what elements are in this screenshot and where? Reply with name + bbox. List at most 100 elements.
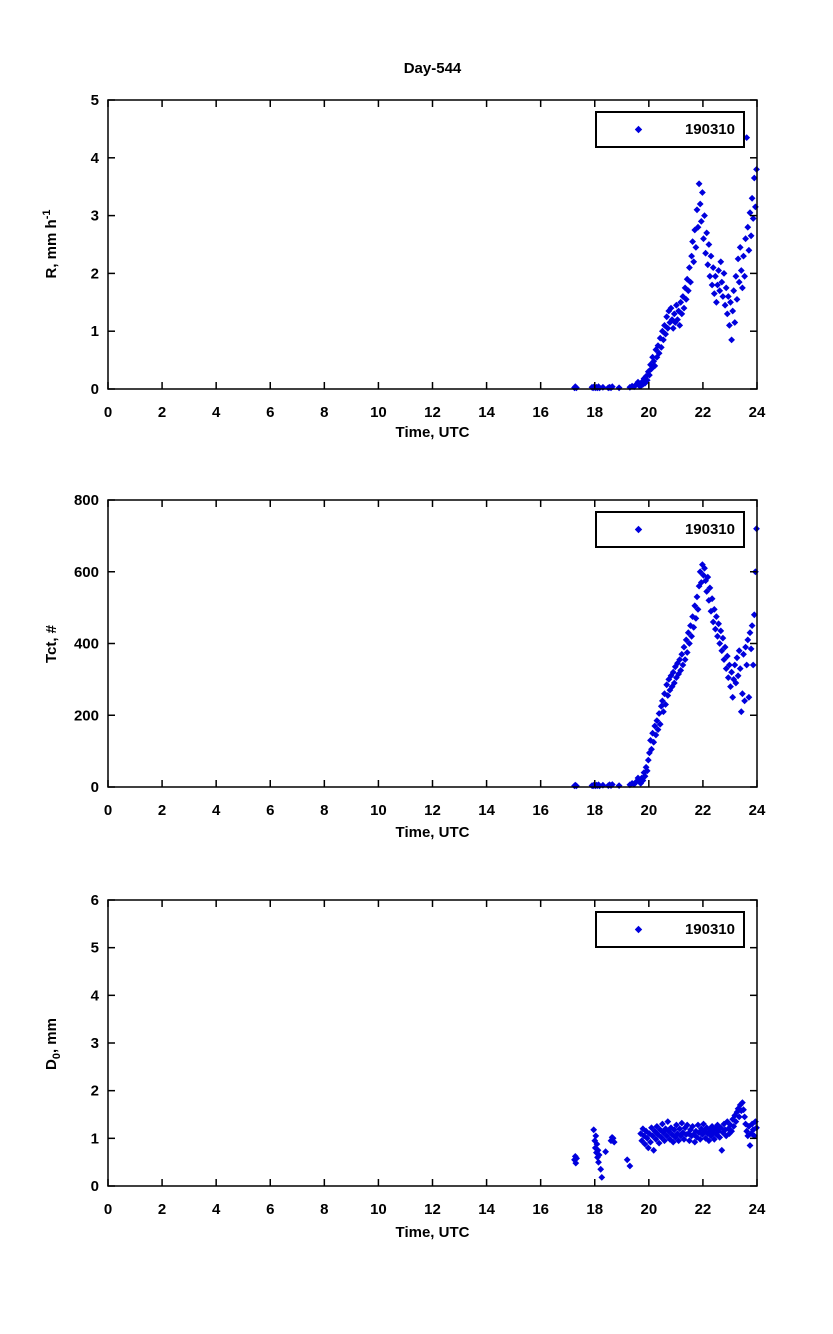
x-tick-label: 2 (158, 802, 166, 819)
data-point (736, 244, 744, 251)
y-label-text: R, mm h (43, 219, 60, 279)
y-tick-label: 200 (74, 707, 99, 724)
data-point (712, 272, 719, 280)
data-point (656, 720, 664, 728)
x-tick-label: 18 (586, 1201, 603, 1218)
data-point (727, 1121, 734, 1129)
data-point (703, 229, 711, 237)
data-point (680, 304, 688, 312)
data-point (721, 301, 729, 309)
data-point (694, 223, 702, 231)
y-axis-label-total-count: Tct, # (41, 625, 63, 663)
data-point (702, 249, 709, 257)
y-tick-label: 0 (91, 381, 99, 398)
x-tick-label: 4 (212, 404, 221, 421)
data-point (682, 636, 690, 644)
data-point (714, 632, 721, 640)
data-point (748, 622, 756, 629)
y-tick-label: 1 (91, 323, 99, 340)
data-point (678, 310, 686, 318)
data-point (730, 287, 738, 295)
data-point (709, 264, 717, 271)
x-tick-label: 6 (266, 802, 274, 819)
x-tick-label: 12 (424, 404, 441, 421)
data-point (736, 665, 744, 672)
data-point (740, 252, 747, 260)
data-point (741, 1113, 748, 1121)
data-point (723, 310, 731, 318)
x-tick-label: 10 (370, 1201, 387, 1218)
data-point (634, 774, 642, 782)
x-tick-label: 2 (158, 404, 166, 421)
axes-box (107, 499, 758, 788)
data-point (704, 573, 712, 581)
data-point (662, 330, 669, 338)
data-point (728, 336, 735, 344)
data-point (683, 649, 691, 656)
x-tick-label: 24 (749, 802, 766, 819)
data-point (675, 670, 682, 678)
data-point (747, 232, 755, 240)
x-tick-label: 14 (478, 404, 495, 421)
y-tick-label: 4 (91, 987, 100, 1004)
y-tick-label: 5 (91, 92, 99, 109)
legend-box: 190310 (595, 911, 745, 948)
data-point (670, 310, 678, 318)
data-point (654, 726, 662, 733)
data-point (731, 661, 739, 669)
data-point (702, 577, 709, 585)
data-point (686, 264, 693, 271)
data-point (708, 595, 716, 603)
data-point (595, 1158, 602, 1166)
y-tick-label: 800 (74, 492, 99, 509)
x-tick-label: 4 (212, 802, 221, 819)
data-point (739, 690, 746, 698)
data-point (700, 571, 707, 579)
data-point (683, 1121, 691, 1129)
x-tick-label: 16 (532, 404, 549, 421)
x-tick-label: 22 (695, 802, 712, 819)
data-point (715, 620, 722, 628)
data-point (742, 643, 749, 651)
data-point (651, 362, 659, 370)
data-point (673, 1121, 680, 1129)
y-label-superscript: -1 (41, 209, 53, 220)
y-label-subscript: 0 (51, 1053, 63, 1060)
data-point (679, 661, 687, 669)
x-tick-label: 14 (478, 1201, 495, 1218)
x-tick-label: 18 (586, 802, 603, 819)
data-point (710, 290, 718, 297)
y-axis-label-median-diameter: D0, mm (41, 1018, 63, 1070)
x-tick-label: 8 (320, 404, 328, 421)
data-point (733, 296, 741, 303)
data-point (676, 322, 684, 329)
data-point (692, 615, 700, 622)
x-tick-label: 24 (749, 404, 766, 421)
data-point (724, 674, 732, 681)
legend-series-label: 190310 (684, 521, 735, 538)
y-label-text-post: , mm (43, 1018, 60, 1054)
data-point (700, 235, 707, 243)
panel-rain-rate: 0 2 4 6 8 10 12 14 16 18 20 22 24 0 1 2 3 4 5 R, mm h-1 Ti… (0, 80, 833, 480)
data-point (720, 270, 728, 277)
data-point (688, 252, 695, 260)
y-tick-label: 5 (91, 940, 99, 957)
data-point (692, 244, 700, 251)
data-point (723, 652, 731, 660)
y-tick-label: 3 (91, 1035, 99, 1052)
x-tick-label: 24 (749, 1201, 766, 1218)
data-point (660, 708, 667, 716)
x-tick-label: 16 (532, 802, 549, 819)
data-point (749, 215, 757, 222)
data-point (746, 1142, 754, 1149)
y-label-text: Tct, # (43, 624, 60, 664)
data-point (709, 618, 717, 626)
x-tick-label: 10 (370, 802, 387, 819)
data-point (726, 661, 733, 669)
data-point (615, 384, 623, 392)
data-point (595, 1151, 603, 1159)
data-point (690, 258, 698, 266)
data-point (743, 661, 751, 669)
data-point (684, 629, 692, 637)
